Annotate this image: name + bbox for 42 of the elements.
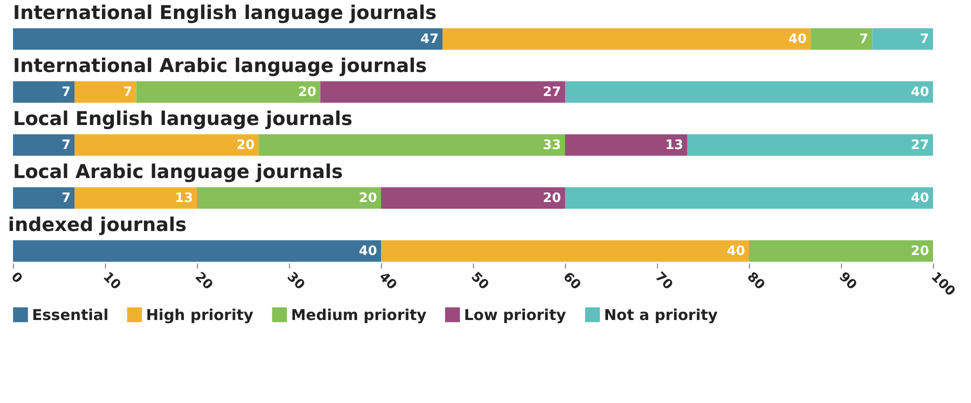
data-label: 7 [62,85,71,100]
data-label: 20 [298,85,316,100]
data-label: 7 [123,85,132,100]
legend-label: Low priority [464,306,566,324]
data-label: 7 [920,32,929,47]
x-tick-label: 80 [744,270,768,293]
y-tick-label: International English language journals [13,2,437,24]
x-tick-label: 90 [836,270,860,293]
data-label: 40 [788,32,807,47]
y-tick-label: International Arabic language journals [13,55,427,77]
x-tick-label: 60 [560,270,584,293]
data-label: 20 [358,191,377,206]
data-label: 27 [542,85,561,100]
x-tick-label: 50 [468,270,492,293]
data-label: 20 [910,244,929,259]
legend-label: Not a priority [604,306,718,324]
y-tick-label: indexed journals [8,214,187,236]
data-label: 40 [358,244,377,259]
data-label: 27 [910,138,929,153]
data-label: 7 [859,32,868,47]
data-label: 20 [236,138,255,153]
data-label: 7 [62,138,71,153]
x-tick-label: 0 [8,270,25,287]
y-tick-label: Local English language journals [13,108,352,130]
data-label: 40 [726,244,745,259]
data-label: 20 [542,191,561,206]
x-tick-label: 40 [376,270,400,293]
data-label: 40 [910,85,929,100]
y-tick-label: Local Arabic language journals [13,161,343,183]
legend-label: Essential [32,306,109,324]
x-tick-label: 20 [192,270,216,293]
data-label: 7 [62,191,71,206]
data-label: 47 [420,32,439,47]
x-tick-label: 70 [652,270,676,293]
data-label: 33 [542,138,561,153]
data-label: 13 [665,138,684,153]
legend-label: High priority [146,306,254,324]
legend-label: Medium priority [291,306,427,324]
x-tick-label: 10 [100,270,124,293]
data-label: 13 [174,191,193,206]
data-label: 40 [910,191,929,206]
x-tick-label: 30 [284,270,308,293]
